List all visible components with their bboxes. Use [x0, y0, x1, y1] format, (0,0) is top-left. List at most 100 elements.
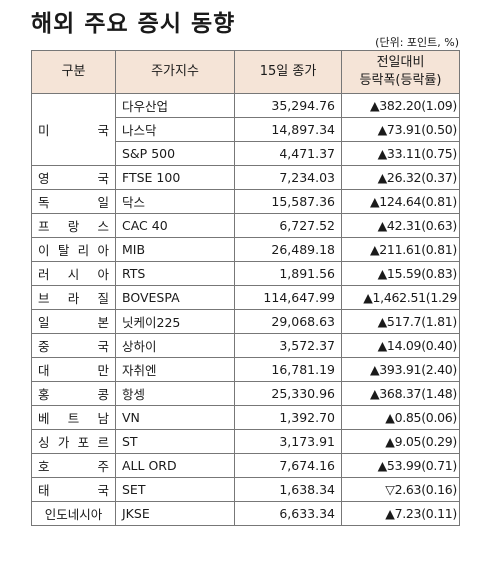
table-row: 대 만 자취엔 16,781.19 ▲393.91(2.40) [31, 357, 460, 382]
country-name: 인도네시아 [44, 507, 103, 522]
header-change-line1: 전일대비 [376, 55, 425, 70]
index-name: 다우산업 [115, 93, 235, 118]
index-name: RTS [115, 261, 235, 286]
header-category: 구분 [31, 50, 116, 94]
country-char: 베 [38, 411, 50, 426]
change-value: ▽2.63(0.16) [341, 477, 460, 502]
country-char: 랑 [67, 219, 80, 234]
country-char: 르 [97, 435, 109, 450]
table-row: 러 시 아 RTS 1,891.56 ▲15.59(0.83) [31, 261, 460, 286]
close-value: 16,781.19 [234, 357, 342, 382]
country-char: 가 [57, 435, 70, 450]
change-value: ▲14.09(0.40) [341, 333, 460, 358]
index-name: 닥스 [115, 189, 235, 214]
country-char: 아 [97, 243, 109, 258]
change-value: ▲53.99(0.71) [341, 453, 460, 478]
close-value: 1,392.70 [234, 405, 342, 430]
table-row: 프 랑 스 CAC 40 6,727.52 ▲42.31(0.63) [31, 213, 460, 238]
header-change-line2: 등락폭(등락률) [359, 73, 442, 88]
country-char: 중 [38, 339, 50, 354]
change-value: ▲42.31(0.63) [341, 213, 460, 238]
change-value: ▲211.61(0.81) [341, 237, 460, 262]
index-name: 항셍 [115, 381, 235, 406]
page-title: 해외 주요 증시 동향 [31, 11, 236, 37]
country-char: 영 [38, 171, 50, 186]
index-name: SET [115, 477, 235, 502]
table-row: 싱 가 포 르 ST 3,173.91 ▲9.05(0.29) [31, 429, 460, 454]
country-char: 아 [97, 267, 109, 282]
index-name: MIB [115, 237, 235, 262]
country-cell: 인도네시아 [31, 501, 116, 526]
close-value: 3,173.91 [234, 429, 342, 454]
country-char: 대 [38, 363, 50, 378]
country-cell: 미 국 [31, 93, 116, 166]
table-row: 인도네시아 JKSE 6,633.34 ▲7.23(0.11) [31, 501, 460, 526]
change-value: ▲9.05(0.29) [341, 429, 460, 454]
change-value: ▲73.91(0.50) [341, 117, 460, 142]
table-row: 영 국 FTSE 100 7,234.03 ▲26.32(0.37) [31, 165, 460, 190]
close-value: 7,674.16 [234, 453, 342, 478]
table-row: 홍 콩 항셍 25,330.96 ▲368.37(1.48) [31, 381, 460, 406]
country-char: 일 [97, 195, 109, 210]
table-header-row: 구분 주가지수 15일 종가 전일대비 등락폭(등락률) [31, 50, 460, 94]
index-name: S&P 500 [115, 141, 235, 166]
stock-index-table: 구분 주가지수 15일 종가 전일대비 등락폭(등락률) 미 국 다우산업 35… [31, 50, 460, 526]
country-char: 질 [97, 291, 109, 306]
country-usa-char1: 미 [38, 123, 50, 138]
change-value: ▲26.32(0.37) [341, 165, 460, 190]
change-value: ▲33.11(0.75) [341, 141, 460, 166]
close-value: 26,489.18 [234, 237, 342, 262]
close-value: 6,633.34 [234, 501, 342, 526]
country-char: 트 [67, 411, 80, 426]
index-name: VN [115, 405, 235, 430]
country-char: 라 [67, 291, 80, 306]
country-usa: 미 국 [33, 120, 115, 139]
close-value: 3,572.37 [234, 333, 342, 358]
country-char: 본 [97, 315, 109, 330]
country-char: 탈 [57, 243, 70, 258]
change-value: ▲517.7(1.81) [341, 309, 460, 334]
close-value: 14,897.34 [234, 117, 342, 142]
close-value: 1,891.56 [234, 261, 342, 286]
table-row: 이 탈 리 아 MIB 26,489.18 ▲211.61(0.81) [31, 237, 460, 262]
index-name: FTSE 100 [115, 165, 235, 190]
country-char: 리 [77, 243, 90, 258]
index-name: CAC 40 [115, 213, 235, 238]
country-char: 만 [97, 363, 109, 378]
table-row: 미 국 다우산업 35,294.76 ▲382.20(1.09) [31, 93, 460, 166]
country-char: 포 [77, 435, 90, 450]
unit-note: (단위: 포인트, %) [375, 36, 459, 49]
change-value: ▲1,462.51(1.29 [341, 285, 460, 310]
table-row: 나스닥 14,897.34 ▲73.91(0.50) [32, 117, 460, 142]
country-char: 국 [97, 339, 109, 354]
change-value: ▲382.20(1.09) [341, 93, 460, 118]
change-value: ▲368.37(1.48) [341, 381, 460, 406]
country-char: 남 [97, 411, 109, 426]
index-name: BOVESPA [115, 285, 235, 310]
country-char: 콩 [97, 387, 109, 402]
index-name: JKSE [115, 501, 235, 526]
close-value: 29,068.63 [234, 309, 342, 334]
country-char: 홍 [38, 387, 50, 402]
country-char: 이 [38, 243, 50, 258]
country-usa-char2: 국 [97, 123, 109, 138]
close-value: 7,234.03 [234, 165, 342, 190]
country-char: 싱 [38, 435, 50, 450]
